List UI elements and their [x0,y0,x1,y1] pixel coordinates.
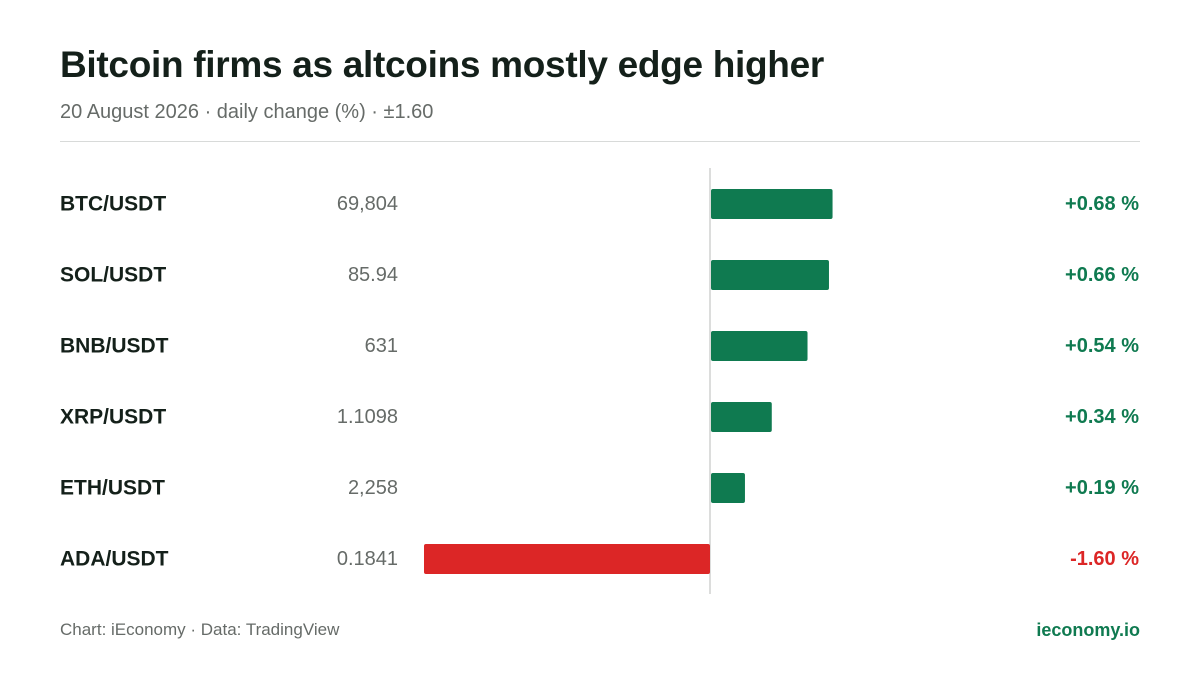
change-value-label: +0.66 % [1065,264,1139,286]
price-value: 631 [365,335,398,357]
pair-label: BNB/USDT [60,335,169,358]
change-bar [711,402,772,432]
price-value: 0.1841 [337,548,398,570]
pair-label: ETH/USDT [60,477,165,500]
price-value: 1.1098 [337,406,398,428]
change-value-label: +0.34 % [1065,406,1139,428]
pair-label: XRP/USDT [60,406,166,429]
change-value-label: +0.54 % [1065,335,1139,357]
brand-link[interactable]: ieconomy.io [1036,620,1140,640]
change-bar [711,260,829,290]
price-value: 69,804 [337,193,398,215]
chart-subtitle: 20 August 2026 · daily change (%) · ±1.6… [60,101,434,123]
change-value-label: +0.19 % [1065,477,1139,499]
change-bar [711,473,745,503]
pair-label: BTC/USDT [60,193,166,216]
price-value: 2,258 [348,477,398,499]
change-bar [711,331,808,361]
header-divider [60,141,1140,142]
change-value-label: +0.68 % [1065,193,1139,215]
chart-title: Bitcoin firms as altcoins mostly edge hi… [60,44,824,85]
pair-label: ADA/USDT [60,548,169,571]
change-bar [711,189,833,219]
price-value: 85.94 [348,264,398,286]
change-value-label: -1.60 % [1070,548,1139,570]
chart-source: Chart: iEconomy · Data: TradingView [60,620,340,639]
pair-label: SOL/USDT [60,264,166,287]
change-bar [424,544,710,574]
